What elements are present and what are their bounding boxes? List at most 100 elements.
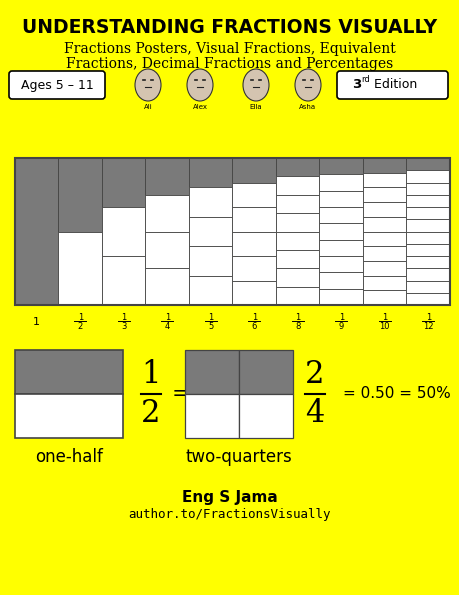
- Bar: [145, 158, 189, 195]
- Bar: [319, 190, 362, 207]
- Text: Alex: Alex: [192, 104, 207, 110]
- Bar: [406, 280, 449, 293]
- Bar: [232, 207, 275, 231]
- Bar: [319, 158, 362, 174]
- Text: Ages 5 – 11: Ages 5 – 11: [21, 79, 93, 92]
- Bar: [275, 250, 319, 268]
- Text: 2: 2: [141, 398, 160, 429]
- Bar: [145, 231, 189, 268]
- Bar: [189, 187, 232, 217]
- Bar: [362, 217, 406, 231]
- Bar: [15, 350, 123, 394]
- Bar: [58, 158, 102, 231]
- Text: 2: 2: [78, 322, 83, 331]
- Ellipse shape: [134, 69, 161, 101]
- Text: 8: 8: [294, 322, 300, 331]
- Text: two-quarters: two-quarters: [185, 448, 292, 466]
- Bar: [362, 231, 406, 246]
- Bar: [239, 350, 292, 394]
- Bar: [145, 195, 189, 231]
- Text: 12: 12: [422, 322, 432, 331]
- Bar: [102, 256, 145, 305]
- Text: one-half: one-half: [35, 448, 103, 466]
- Text: 1: 1: [295, 313, 300, 322]
- Bar: [232, 280, 275, 305]
- Text: Asha: Asha: [299, 104, 316, 110]
- Text: 5: 5: [207, 322, 213, 331]
- Bar: [58, 231, 102, 305]
- Bar: [406, 256, 449, 268]
- Text: 1: 1: [251, 313, 256, 322]
- Ellipse shape: [242, 69, 269, 101]
- Bar: [362, 290, 406, 305]
- Bar: [362, 173, 406, 187]
- Bar: [319, 289, 362, 305]
- Bar: [275, 231, 319, 250]
- Bar: [189, 246, 232, 275]
- Bar: [185, 394, 239, 438]
- Bar: [319, 273, 362, 289]
- Bar: [319, 240, 362, 256]
- Bar: [362, 202, 406, 217]
- Bar: [232, 158, 275, 183]
- Text: 2: 2: [305, 359, 324, 390]
- FancyBboxPatch shape: [336, 71, 447, 99]
- Text: 1: 1: [33, 317, 40, 327]
- Bar: [362, 158, 406, 173]
- Text: Ali: Ali: [143, 104, 152, 110]
- Text: 1: 1: [207, 313, 213, 322]
- Text: rd: rd: [360, 76, 369, 84]
- Text: 1: 1: [141, 359, 160, 390]
- Text: = 0.50 = 50%: = 0.50 = 50%: [342, 387, 450, 402]
- Ellipse shape: [294, 69, 320, 101]
- Text: 1: 1: [164, 313, 169, 322]
- Bar: [319, 223, 362, 240]
- Bar: [406, 183, 449, 195]
- FancyBboxPatch shape: [9, 71, 105, 99]
- Text: 9: 9: [338, 322, 343, 331]
- Bar: [189, 275, 232, 305]
- Text: 10: 10: [379, 322, 389, 331]
- Text: author.to/FractionsVisually: author.to/FractionsVisually: [129, 508, 330, 521]
- Text: Fractions, Decimal Fractions and Percentages: Fractions, Decimal Fractions and Percent…: [66, 57, 393, 71]
- Bar: [15, 158, 58, 305]
- Text: 3: 3: [351, 79, 360, 92]
- Bar: [145, 268, 189, 305]
- Bar: [406, 195, 449, 207]
- Text: Eng S Jama: Eng S Jama: [182, 490, 277, 505]
- Bar: [362, 246, 406, 261]
- Bar: [15, 158, 449, 305]
- Text: =: =: [171, 384, 190, 404]
- Bar: [275, 158, 319, 176]
- Bar: [189, 158, 232, 187]
- Bar: [406, 244, 449, 256]
- Bar: [232, 183, 275, 207]
- Bar: [362, 261, 406, 275]
- Bar: [406, 293, 449, 305]
- Bar: [406, 219, 449, 231]
- Bar: [185, 350, 239, 394]
- Bar: [406, 231, 449, 244]
- Text: 1: 1: [121, 313, 126, 322]
- Bar: [275, 176, 319, 195]
- Text: 1: 1: [338, 313, 343, 322]
- Ellipse shape: [187, 69, 213, 101]
- Bar: [232, 231, 275, 256]
- Text: UNDERSTANDING FRACTIONS VISUALLY: UNDERSTANDING FRACTIONS VISUALLY: [22, 18, 437, 37]
- Bar: [406, 207, 449, 219]
- Bar: [319, 256, 362, 273]
- Text: 1: 1: [381, 313, 386, 322]
- Text: Edition: Edition: [369, 79, 416, 92]
- Text: 4: 4: [164, 322, 169, 331]
- Bar: [189, 217, 232, 246]
- Bar: [275, 213, 319, 231]
- Bar: [362, 187, 406, 202]
- Bar: [319, 207, 362, 223]
- Bar: [232, 256, 275, 280]
- Bar: [102, 207, 145, 256]
- Bar: [362, 275, 406, 290]
- Bar: [406, 268, 449, 280]
- Bar: [15, 394, 123, 438]
- Bar: [275, 287, 319, 305]
- Text: 3: 3: [121, 322, 126, 331]
